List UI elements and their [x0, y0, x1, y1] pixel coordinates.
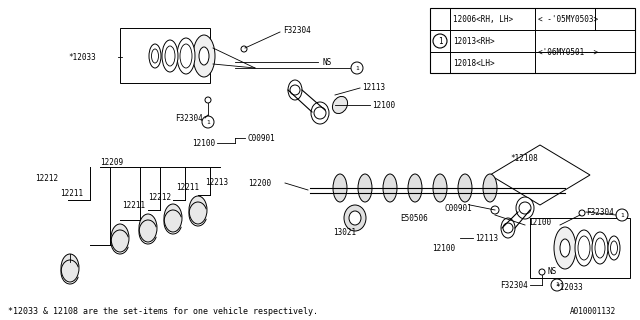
Ellipse shape: [180, 44, 192, 68]
Text: 12006<RH, LH>: 12006<RH, LH>: [453, 14, 513, 23]
Text: *12033: *12033: [68, 52, 96, 61]
Text: C00901: C00901: [444, 204, 472, 212]
Circle shape: [503, 223, 513, 233]
Ellipse shape: [288, 80, 302, 100]
Ellipse shape: [554, 227, 576, 269]
Text: 12211: 12211: [176, 182, 199, 191]
Ellipse shape: [149, 44, 161, 68]
Text: NS: NS: [548, 268, 557, 276]
Text: 12211: 12211: [60, 188, 83, 197]
Text: 1: 1: [620, 212, 624, 218]
Text: 12212: 12212: [35, 173, 58, 182]
Ellipse shape: [344, 205, 366, 231]
Text: 12113: 12113: [362, 83, 385, 92]
Circle shape: [551, 279, 563, 291]
Ellipse shape: [61, 254, 79, 282]
Circle shape: [290, 85, 300, 95]
Ellipse shape: [177, 38, 195, 74]
Text: NS: NS: [322, 58, 332, 67]
Ellipse shape: [164, 204, 182, 232]
Text: F32304: F32304: [586, 207, 614, 217]
Ellipse shape: [152, 49, 159, 63]
Ellipse shape: [458, 174, 472, 202]
Circle shape: [202, 116, 214, 128]
Ellipse shape: [311, 102, 329, 124]
Ellipse shape: [595, 238, 605, 258]
Ellipse shape: [592, 232, 608, 264]
Ellipse shape: [358, 174, 372, 202]
Ellipse shape: [516, 197, 534, 219]
Ellipse shape: [611, 241, 618, 255]
Ellipse shape: [332, 96, 348, 114]
Text: *12033 & 12108 are the set-items for one vehicle respectively.: *12033 & 12108 are the set-items for one…: [8, 308, 318, 316]
Ellipse shape: [383, 174, 397, 202]
Text: 12100: 12100: [432, 244, 455, 252]
Ellipse shape: [199, 47, 209, 65]
Text: C00901: C00901: [247, 133, 275, 142]
Ellipse shape: [349, 211, 361, 225]
Ellipse shape: [333, 174, 347, 202]
Ellipse shape: [408, 174, 422, 202]
Ellipse shape: [483, 174, 497, 202]
Text: 12211: 12211: [122, 201, 145, 210]
Text: 12100: 12100: [372, 100, 395, 109]
Text: 12212: 12212: [148, 193, 171, 202]
Ellipse shape: [578, 236, 590, 260]
Circle shape: [433, 34, 447, 48]
Ellipse shape: [501, 218, 515, 238]
Text: F32304: F32304: [500, 281, 528, 290]
Text: 12100: 12100: [528, 218, 551, 227]
Text: 12113: 12113: [475, 234, 498, 243]
Ellipse shape: [165, 46, 175, 66]
Circle shape: [241, 46, 247, 52]
Text: F32304: F32304: [175, 114, 203, 123]
Text: 12213: 12213: [205, 178, 228, 187]
Circle shape: [314, 107, 326, 119]
Ellipse shape: [193, 35, 215, 77]
Circle shape: [579, 210, 585, 216]
Text: 12209: 12209: [100, 157, 123, 166]
Text: 12018<LH>: 12018<LH>: [453, 59, 495, 68]
Ellipse shape: [560, 239, 570, 257]
Ellipse shape: [189, 196, 207, 224]
Text: 1: 1: [555, 283, 559, 287]
Text: 12200: 12200: [248, 179, 271, 188]
Bar: [530, 218, 630, 278]
Text: 12013<RH>: 12013<RH>: [453, 36, 495, 45]
Circle shape: [539, 269, 545, 275]
Text: *12108: *12108: [510, 154, 538, 163]
Circle shape: [205, 97, 211, 103]
Circle shape: [491, 206, 499, 214]
Circle shape: [351, 62, 363, 74]
Ellipse shape: [433, 174, 447, 202]
Text: F32304: F32304: [283, 26, 311, 35]
Text: *12033: *12033: [555, 284, 583, 292]
Text: 1: 1: [206, 119, 210, 124]
Bar: [120, 28, 210, 83]
Circle shape: [519, 202, 531, 214]
Text: <'06MY0501- >: <'06MY0501- >: [538, 47, 598, 57]
Ellipse shape: [608, 236, 620, 260]
Text: A010001132: A010001132: [570, 308, 616, 316]
Text: 13021: 13021: [333, 228, 356, 236]
Ellipse shape: [111, 224, 129, 252]
Text: E50506: E50506: [400, 213, 428, 222]
Text: 12100: 12100: [192, 139, 215, 148]
Ellipse shape: [575, 230, 593, 266]
Text: < -'05MY0503>: < -'05MY0503>: [538, 14, 598, 23]
Text: 1: 1: [355, 66, 359, 70]
Circle shape: [616, 209, 628, 221]
Ellipse shape: [139, 214, 157, 242]
Text: 1: 1: [438, 36, 442, 45]
Ellipse shape: [162, 40, 178, 72]
Bar: [430, 8, 635, 73]
